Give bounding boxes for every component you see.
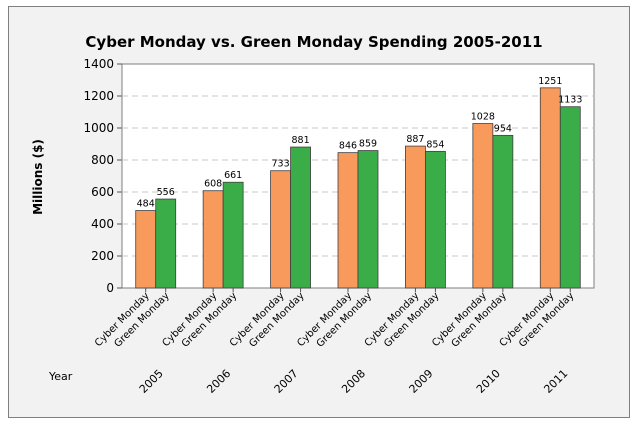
x-category-label: 2009 xyxy=(407,367,436,396)
chart-title: Cyber Monday vs. Green Monday Spending 2… xyxy=(85,33,542,51)
data-label: 887 xyxy=(406,134,424,145)
x-category-label: 2007 xyxy=(272,367,301,396)
data-label: 859 xyxy=(359,139,377,150)
y-tick-label: 1400 xyxy=(83,57,114,71)
bar xyxy=(337,152,359,289)
bar xyxy=(290,146,311,289)
x-category-label: 2006 xyxy=(204,367,233,396)
y-tick-label: 600 xyxy=(91,185,114,199)
data-label: 846 xyxy=(339,141,357,152)
data-label: 733 xyxy=(272,159,290,170)
data-label: 608 xyxy=(204,179,222,190)
x-category-label: 2010 xyxy=(474,367,503,396)
data-label: 881 xyxy=(292,135,310,146)
bar xyxy=(425,150,446,289)
bar xyxy=(135,210,157,289)
y-tick-label: 0 xyxy=(106,281,114,295)
bar xyxy=(405,145,426,289)
data-label: 854 xyxy=(426,139,444,150)
y-tick-label: 400 xyxy=(91,217,114,231)
bar xyxy=(357,150,379,289)
data-label: 954 xyxy=(494,123,512,134)
y-tick-label: 1000 xyxy=(83,121,114,135)
y-tick-label: 200 xyxy=(91,249,114,263)
bar xyxy=(472,123,494,289)
bar xyxy=(539,87,561,289)
x-category-label: 2008 xyxy=(339,367,368,396)
y-axis-label: Millions ($) xyxy=(31,139,45,215)
data-label: 661 xyxy=(224,170,242,181)
bar xyxy=(270,170,291,289)
data-label: 1028 xyxy=(471,112,495,123)
x-category-label: 2005 xyxy=(137,367,166,396)
data-label: 556 xyxy=(157,187,175,198)
bar xyxy=(492,134,514,289)
data-label: 484 xyxy=(137,199,155,210)
bar xyxy=(155,198,177,289)
y-tick-label: 800 xyxy=(91,153,114,167)
bar xyxy=(222,181,244,289)
bar xyxy=(202,190,224,289)
x-category-label: 2011 xyxy=(541,367,570,396)
data-label: 1251 xyxy=(538,76,562,87)
y-tick-label: 1200 xyxy=(83,89,114,103)
bar xyxy=(559,106,581,289)
y-axis: 0 200 400 600 800 1000 1200 1400 xyxy=(83,57,122,295)
x-axis-label: Year xyxy=(48,370,73,383)
bars xyxy=(135,87,581,289)
data-label: 1133 xyxy=(558,95,582,106)
